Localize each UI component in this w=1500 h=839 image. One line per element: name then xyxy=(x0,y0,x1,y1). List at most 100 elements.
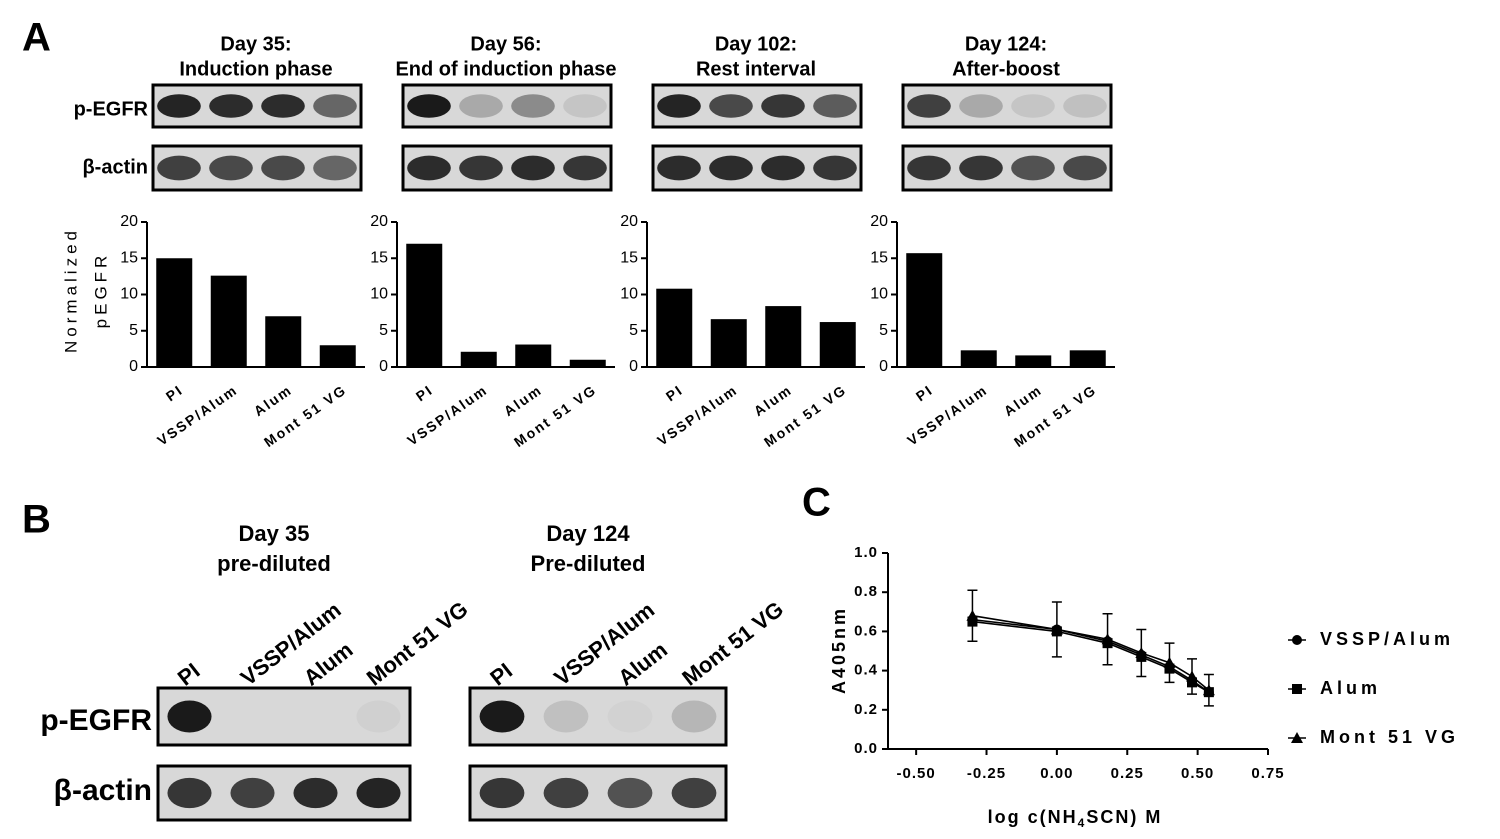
y-tick-label: 5 xyxy=(379,322,388,339)
blot-band xyxy=(543,700,589,733)
y-tick-label: 20 xyxy=(620,213,638,230)
marker xyxy=(1186,670,1198,682)
blot-band xyxy=(671,777,717,809)
lane-label: PI xyxy=(485,658,517,691)
bar xyxy=(819,322,856,367)
chart-title: After-boost xyxy=(952,58,1060,80)
blot-strip xyxy=(401,83,613,129)
x-axis-label: log c(NH4SCN) M xyxy=(988,807,1163,830)
x-tick-label: Alum xyxy=(751,381,795,419)
blot-band xyxy=(1011,155,1055,181)
blot-strip xyxy=(468,686,728,747)
blot-band xyxy=(563,94,607,118)
blot-band xyxy=(479,700,525,733)
chart-title: Rest interval xyxy=(696,58,816,80)
x-tick-label: 0.50 xyxy=(1181,765,1214,782)
blot-row-label: β-actin xyxy=(54,774,152,807)
lane-label: PI xyxy=(173,658,205,691)
blot-band xyxy=(356,700,401,733)
blot-band xyxy=(157,94,201,118)
y-tick-label: 0 xyxy=(879,358,888,375)
series-line xyxy=(972,620,1210,693)
bar xyxy=(1069,350,1106,367)
y-tick-label: 15 xyxy=(620,249,638,266)
y-tick-label: 20 xyxy=(370,213,388,230)
x-tick-label: -0.25 xyxy=(967,765,1006,782)
chart-title: End of induction phase xyxy=(395,58,616,80)
blot-row-label: p-EGFR xyxy=(74,98,149,120)
panel-label: C xyxy=(802,481,831,525)
legend-label: Alum xyxy=(1320,678,1381,698)
bar xyxy=(569,359,606,367)
y-tick-label: 10 xyxy=(370,286,388,303)
y-tick-label: 10 xyxy=(870,286,888,303)
y-tick-label: 5 xyxy=(129,322,138,339)
y-tick-label: 0 xyxy=(379,358,388,375)
y-axis-label: pEGFR xyxy=(91,252,110,329)
blot-band xyxy=(563,155,607,181)
blot-band xyxy=(709,155,753,181)
y-tick-label: 5 xyxy=(879,322,888,339)
chart-title: Day 124: xyxy=(965,33,1047,55)
y-tick-label: 0.0 xyxy=(854,740,878,757)
y-tick-label: 20 xyxy=(120,213,138,230)
blot-band xyxy=(167,777,212,809)
marker xyxy=(1163,656,1176,668)
blot-band xyxy=(1063,94,1107,118)
x-axis-label-part: log c(NH xyxy=(988,807,1078,827)
bar xyxy=(656,288,693,367)
blot-band xyxy=(511,155,555,181)
x-tick-label: PI xyxy=(163,381,186,404)
blot-title: Day 35 xyxy=(239,521,310,546)
blot-band xyxy=(511,94,555,118)
blot-band xyxy=(230,777,275,809)
y-tick-label: 0.2 xyxy=(854,701,878,718)
y-tick-label: 0 xyxy=(629,358,638,375)
blot-band xyxy=(313,155,357,181)
bar xyxy=(1015,355,1052,367)
y-tick-label: 0.4 xyxy=(854,662,878,679)
blot-band xyxy=(157,155,201,181)
blot-band xyxy=(1063,155,1107,181)
y-tick-label: 0.6 xyxy=(854,622,878,639)
blot-band xyxy=(907,155,951,181)
marker xyxy=(966,609,979,621)
x-axis-label-part: SCN) M xyxy=(1086,807,1162,827)
bar xyxy=(710,319,747,367)
y-axis-label: Normalized xyxy=(61,227,80,353)
y-tick-label: 15 xyxy=(370,249,388,266)
bar xyxy=(906,253,943,367)
x-axis-label-part: 4 xyxy=(1078,816,1087,830)
y-tick-label: 5 xyxy=(629,322,638,339)
bar xyxy=(406,243,443,367)
chart-title: Day 102: xyxy=(715,33,797,55)
marker xyxy=(1292,684,1302,694)
y-tick-label: 10 xyxy=(620,286,638,303)
x-tick-label: 0.75 xyxy=(1251,765,1284,782)
blot-band xyxy=(761,155,805,181)
bar xyxy=(265,316,302,367)
chart-title: Induction phase xyxy=(179,58,332,80)
marker xyxy=(1135,646,1148,658)
marker xyxy=(1291,732,1303,743)
blot-band xyxy=(459,155,503,181)
x-tick-label: Alum xyxy=(251,381,295,419)
y-axis-label: A405nm xyxy=(829,606,849,694)
x-tick-label: PI xyxy=(663,381,686,404)
panel-label: B xyxy=(22,498,51,542)
blot-band xyxy=(607,777,653,809)
blot-band xyxy=(608,701,653,733)
blot-band xyxy=(356,777,401,809)
bar xyxy=(210,275,247,367)
bar xyxy=(765,306,802,367)
blot-band xyxy=(657,94,701,118)
blot-band xyxy=(459,94,503,118)
blot-band xyxy=(959,94,1003,118)
blot-row-label: β-actin xyxy=(82,156,148,178)
y-tick-label: 20 xyxy=(870,213,888,230)
blot-band xyxy=(209,94,253,118)
x-tick-label: -0.50 xyxy=(897,765,936,782)
blot-band xyxy=(407,155,451,181)
x-tick-label: Alum xyxy=(1001,381,1045,419)
